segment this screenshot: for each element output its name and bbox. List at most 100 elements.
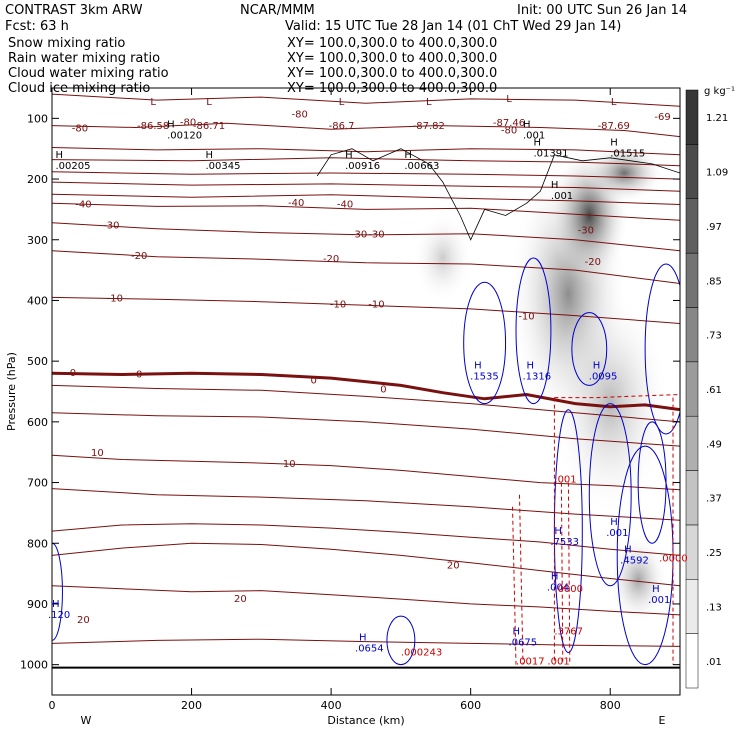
rain-high-value: .000243 <box>401 648 442 659</box>
rain-water-contour <box>519 494 524 665</box>
center-name: NCAR/MMM <box>240 3 315 18</box>
field-label-0: Snow mixing ratio <box>8 36 125 51</box>
colorbar-segment <box>685 524 699 580</box>
temperature-contour <box>52 296 680 324</box>
cloud-water-high-value: .0654 <box>355 643 384 654</box>
rain-high-value: .3767 <box>554 626 583 637</box>
cloud-water-high-marker: H <box>554 526 562 537</box>
snow-high-marker: H <box>167 119 175 130</box>
temperature-label: -20 <box>585 257 601 268</box>
temperature-label: -30 <box>103 221 119 232</box>
x-tick-label: 200 <box>181 699 202 712</box>
temperature-label: 0 <box>136 369 142 380</box>
cloud-water-high-marker: H <box>624 544 632 555</box>
cloud-water-contour <box>644 263 680 435</box>
cloud-water-high-value: .1535 <box>470 371 499 382</box>
low-center-marker: L <box>426 97 432 108</box>
rain-water-contours <box>512 394 680 665</box>
temperature-contour <box>52 585 680 616</box>
low-center-marker: L <box>506 94 512 105</box>
init-time: Init: 00 UTC Sun 26 Jan 14 <box>517 3 687 18</box>
cloud-water-high-value: .1316 <box>522 371 551 382</box>
snow-high-value: .00663 <box>404 161 439 172</box>
temperature-contour <box>52 181 680 192</box>
colorbar-label: .97 <box>706 222 722 233</box>
temperature-label: -10 <box>330 299 346 310</box>
colorbar-segment <box>685 415 699 471</box>
cloud-water-high-marker: H <box>593 360 601 371</box>
temperature-label: -80 <box>501 125 517 136</box>
temperature-contour <box>52 542 680 587</box>
cloud-water-high-value: .7533 <box>550 537 579 548</box>
cloud-water-high-marker: H <box>551 572 559 583</box>
temperature-contour <box>52 523 680 556</box>
cloud-water-high-value: .001 <box>648 595 670 606</box>
y-tick-label: 900 <box>27 598 48 611</box>
x-tick-label: 800 <box>600 699 621 712</box>
snow-high-marker: H <box>55 150 63 161</box>
temperature-label: -10 <box>368 299 384 310</box>
temperature-label: -40 <box>75 199 91 210</box>
colorbar-label: .49 <box>706 439 722 450</box>
snow-shading-blob <box>608 534 669 626</box>
low-center-value: -87.46 <box>493 118 525 129</box>
temperature-label: 20 <box>234 594 247 605</box>
temperature-contour <box>52 454 680 491</box>
colorbar-label: .13 <box>706 602 722 613</box>
rain-high-value: .0017 <box>516 657 545 668</box>
colorbar-segment <box>685 579 699 634</box>
y-tick-label: 500 <box>27 355 48 368</box>
y-tick-label: 600 <box>27 416 48 429</box>
snow-high-value: .00345 <box>206 161 241 172</box>
temperature-label: -80 <box>292 109 308 120</box>
cloud-water-high-value: .4592 <box>620 555 649 566</box>
colorbar-label: 1.09 <box>706 168 728 179</box>
cloud-water-contour <box>515 257 552 405</box>
colorbar-label: .85 <box>706 276 722 287</box>
temperature-label: -80 <box>72 123 88 134</box>
temperature-label: -30 <box>578 225 594 236</box>
temperature-contour <box>52 147 680 156</box>
temperature-label: -20 <box>323 254 339 265</box>
cloud-water-high-marker: H <box>526 360 534 371</box>
field-xy-1: XY= 100.0,300.0 to 400.0,300.0 <box>287 51 497 66</box>
colorbar-label: .61 <box>706 385 722 396</box>
x-tick-label: 0 <box>49 699 56 712</box>
field-xy-0: XY= 100.0,300.0 to 400.0,300.0 <box>287 36 497 51</box>
rain-high-value: .0000 <box>659 553 688 564</box>
temperature-contour <box>52 202 680 221</box>
cloud-water-high-marker: H <box>652 584 660 595</box>
temperature-contour <box>52 157 680 167</box>
x-end-label-west: W <box>81 714 92 727</box>
colorbar-segment <box>685 633 699 689</box>
cloud-water-contour <box>52 542 63 641</box>
snow-high-value: .01391 <box>533 149 568 160</box>
low-center-marker: L <box>206 97 212 108</box>
colorbar-segment <box>685 89 699 145</box>
cloud-water-high-value: .0675 <box>509 637 538 648</box>
colorbar-label: .73 <box>706 331 722 342</box>
y-tick-label: 400 <box>27 294 48 307</box>
cloud-water-high-value: .001 <box>606 528 628 539</box>
temperature-label: 20 <box>77 615 90 626</box>
x-tick-label: 600 <box>460 699 481 712</box>
low-center-marker: L <box>150 97 156 108</box>
colorbar-units: g kg⁻¹ <box>704 86 735 97</box>
colorbar-segment <box>685 252 699 308</box>
rain-water-contour <box>560 482 564 665</box>
temperature-label: 0 <box>380 384 386 395</box>
field-label-2: Cloud water mixing ratio <box>8 66 169 81</box>
temperature-contour <box>52 93 680 107</box>
low-center-value: -87.82 <box>413 121 445 132</box>
valid-time: Valid: 15 UTC Tue 28 Jan 14 (01 ChT Wed … <box>285 19 621 34</box>
low-center-value: -86.7 <box>329 121 355 132</box>
y-tick-label: 100 <box>27 112 48 125</box>
low-center-value: -86.71 <box>193 121 225 132</box>
cloud-water-high-marker: H <box>52 599 60 610</box>
temperature-label: -30 <box>351 230 367 241</box>
x-axis-label: Distance (km) <box>327 714 404 727</box>
rain-water-contour <box>512 506 517 665</box>
temperature-contour <box>52 250 680 284</box>
temperature-label: 20 <box>447 560 460 571</box>
